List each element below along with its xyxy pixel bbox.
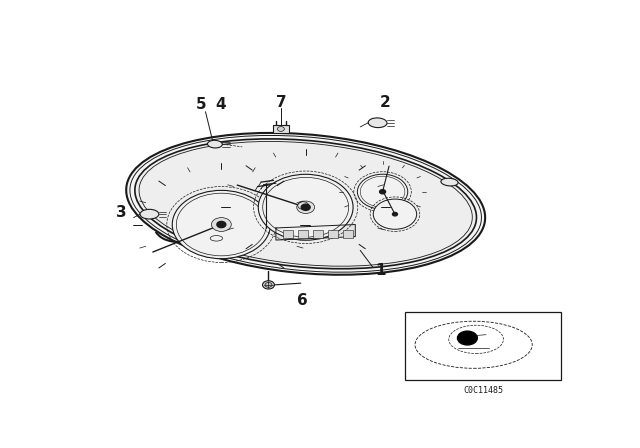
Circle shape: [277, 126, 284, 131]
Circle shape: [380, 190, 385, 194]
Bar: [328, 230, 338, 238]
Bar: [273, 125, 289, 133]
Text: 7: 7: [276, 95, 286, 110]
Text: C0C11485: C0C11485: [463, 386, 503, 395]
Text: 2: 2: [380, 95, 390, 110]
Text: 1: 1: [375, 263, 385, 278]
Ellipse shape: [207, 140, 222, 148]
Ellipse shape: [135, 139, 477, 269]
Text: 6: 6: [297, 293, 308, 308]
Circle shape: [458, 331, 477, 345]
Polygon shape: [276, 224, 355, 240]
Circle shape: [297, 201, 315, 214]
Bar: [343, 230, 353, 238]
Circle shape: [211, 218, 231, 232]
Ellipse shape: [441, 178, 458, 186]
Circle shape: [265, 283, 272, 287]
Circle shape: [301, 204, 310, 211]
Circle shape: [392, 212, 397, 216]
Ellipse shape: [140, 209, 159, 219]
Bar: [313, 230, 323, 238]
Bar: [405, 313, 561, 380]
Circle shape: [217, 221, 226, 228]
Ellipse shape: [172, 190, 271, 258]
Text: 5: 5: [196, 97, 207, 112]
Ellipse shape: [373, 199, 417, 229]
Ellipse shape: [126, 133, 485, 275]
Bar: [298, 230, 308, 238]
Ellipse shape: [259, 174, 353, 240]
Text: 3: 3: [116, 205, 127, 220]
Ellipse shape: [368, 118, 387, 128]
Ellipse shape: [357, 174, 408, 209]
Circle shape: [262, 281, 275, 289]
Bar: [284, 230, 293, 238]
Text: 4: 4: [215, 97, 226, 112]
